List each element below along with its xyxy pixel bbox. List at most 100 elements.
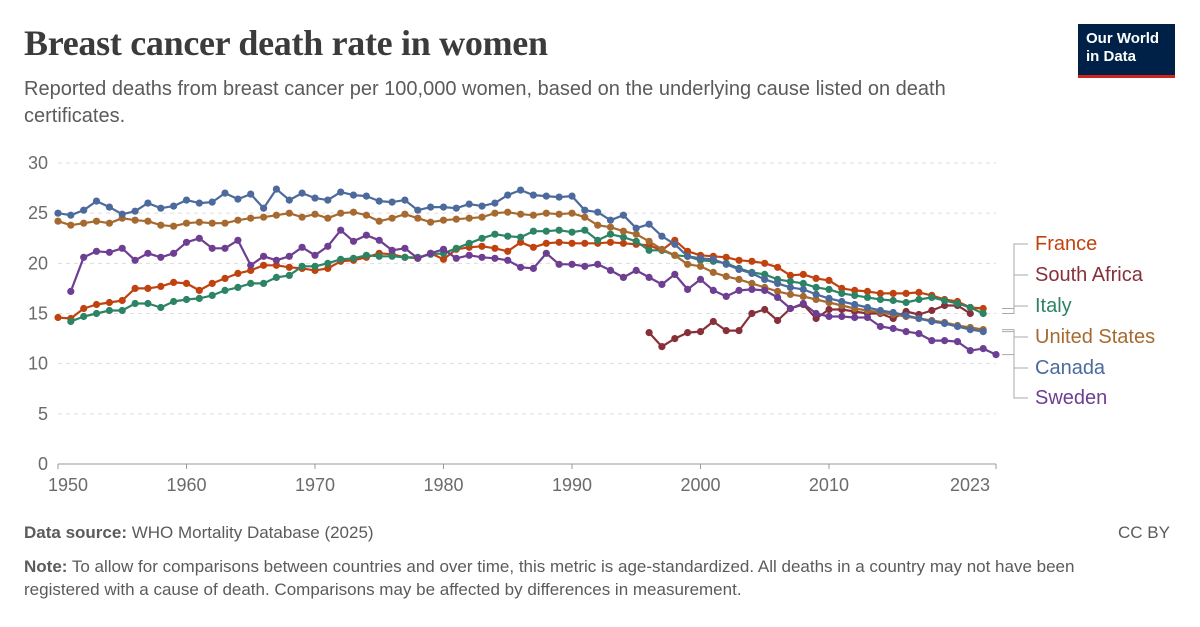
data-point[interactable] (684, 285, 692, 293)
data-point[interactable] (941, 337, 949, 345)
data-point[interactable] (619, 211, 628, 219)
data-point[interactable] (748, 279, 756, 287)
data-point[interactable] (761, 270, 769, 278)
data-point[interactable] (645, 246, 653, 254)
data-point[interactable] (568, 228, 576, 236)
data-point[interactable] (401, 210, 409, 218)
data-point[interactable] (247, 261, 255, 269)
data-point[interactable] (684, 247, 692, 255)
data-point[interactable] (825, 312, 833, 321)
legend-label-united-states[interactable]: United States (1035, 326, 1155, 348)
data-point[interactable] (324, 264, 332, 272)
data-point[interactable] (799, 279, 807, 287)
data-point[interactable] (260, 261, 268, 269)
data-point[interactable] (234, 283, 242, 291)
data-point[interactable] (54, 313, 62, 322)
data-point[interactable] (105, 248, 113, 256)
data-point[interactable] (529, 227, 538, 235)
data-point[interactable] (774, 287, 782, 295)
data-point[interactable] (568, 192, 576, 200)
data-point[interactable] (92, 309, 101, 318)
data-point[interactable] (144, 199, 152, 207)
data-point[interactable] (581, 206, 589, 214)
data-point[interactable] (362, 251, 370, 259)
data-point[interactable] (144, 249, 152, 257)
data-point[interactable] (812, 309, 820, 318)
data-point[interactable] (786, 283, 795, 291)
data-point[interactable] (696, 328, 705, 336)
data-point[interactable] (774, 293, 782, 301)
data-point[interactable] (285, 252, 293, 260)
data-point[interactable] (915, 288, 923, 296)
data-point[interactable] (581, 262, 589, 270)
data-point[interactable] (144, 299, 152, 308)
data-point[interactable] (915, 295, 923, 304)
data-point[interactable] (863, 303, 872, 312)
license-link[interactable]: CC BY (1118, 523, 1170, 542)
data-point[interactable] (941, 319, 949, 328)
data-point[interactable] (375, 197, 383, 205)
data-point[interactable] (953, 338, 962, 346)
data-point[interactable] (285, 263, 293, 271)
data-point[interactable] (517, 210, 525, 218)
data-point[interactable] (504, 247, 512, 255)
data-point[interactable] (992, 351, 1000, 359)
data-point[interactable] (144, 217, 152, 225)
data-point[interactable] (748, 285, 756, 293)
data-point[interactable] (876, 295, 885, 304)
data-point[interactable] (915, 330, 923, 338)
data-point[interactable] (234, 195, 242, 203)
data-point[interactable] (504, 256, 512, 264)
data-point[interactable] (863, 313, 872, 322)
data-point[interactable] (542, 192, 550, 200)
data-point[interactable] (478, 242, 486, 250)
legend-label-canada[interactable]: Canada (1035, 357, 1106, 379)
data-point[interactable] (298, 189, 306, 197)
data-point[interactable] (799, 285, 807, 293)
data-point[interactable] (735, 286, 743, 294)
data-point[interactable] (825, 285, 833, 293)
data-point[interactable] (684, 329, 692, 337)
data-point[interactable] (774, 263, 782, 271)
data-point[interactable] (671, 251, 679, 259)
data-point[interactable] (825, 305, 833, 314)
data-point[interactable] (362, 231, 370, 239)
data-point[interactable] (54, 209, 62, 217)
data-point[interactable] (876, 289, 885, 297)
data-point[interactable] (619, 239, 628, 247)
data-point[interactable] (465, 239, 473, 247)
data-point[interactable] (452, 244, 460, 252)
data-point[interactable] (375, 252, 383, 260)
data-point[interactable] (285, 196, 293, 204)
data-point[interactable] (311, 251, 319, 259)
data-point[interactable] (221, 286, 229, 294)
data-point[interactable] (941, 296, 949, 305)
data-point[interactable] (517, 233, 525, 241)
data-point[interactable] (54, 217, 62, 225)
data-point[interactable] (619, 273, 628, 281)
data-point[interactable] (517, 263, 525, 271)
data-point[interactable] (427, 218, 435, 226)
data-point[interactable] (889, 296, 897, 305)
data-point[interactable] (452, 204, 460, 212)
data-point[interactable] (786, 277, 795, 285)
data-point[interactable] (375, 236, 383, 244)
data-point[interactable] (979, 309, 987, 318)
data-point[interactable] (606, 216, 615, 224)
data-point[interactable] (671, 335, 679, 343)
data-point[interactable] (722, 260, 730, 268)
data-point[interactable] (645, 220, 653, 228)
data-point[interactable] (928, 317, 936, 326)
data-point[interactable] (157, 221, 165, 229)
data-point[interactable] (260, 213, 268, 221)
data-point[interactable] (671, 270, 679, 278)
data-point[interactable] (465, 251, 473, 259)
data-point[interactable] (195, 294, 203, 302)
series-france[interactable] (54, 236, 987, 323)
data-point[interactable] (311, 194, 319, 202)
data-point[interactable] (170, 202, 178, 210)
data-point[interactable] (478, 234, 486, 242)
data-point[interactable] (170, 249, 178, 257)
data-point[interactable] (761, 275, 769, 283)
data-point[interactable] (414, 254, 422, 262)
